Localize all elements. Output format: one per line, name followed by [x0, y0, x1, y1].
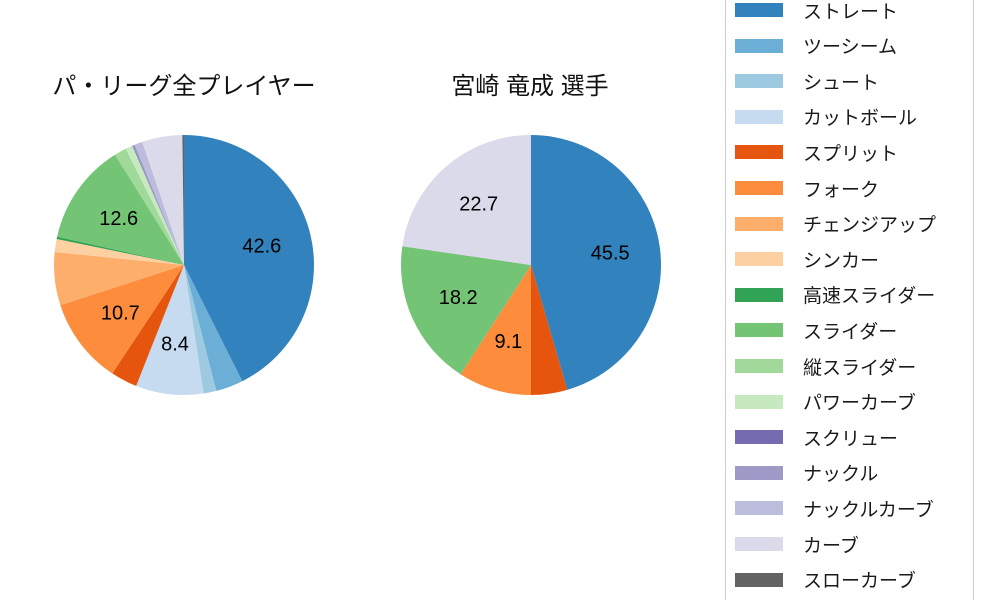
legend-item: 高速スライダー [726, 277, 973, 313]
legend-color-swatch [735, 323, 783, 338]
legend-color-swatch [735, 572, 783, 587]
legend-item: 縦スライダー [726, 348, 973, 384]
pie-slice [132, 145, 184, 265]
legend-color-swatch [735, 109, 783, 124]
legend-item: ナックルカーブ [726, 490, 973, 526]
pie-slice [115, 148, 184, 265]
pie-slice-label: 22.7 [459, 194, 498, 216]
legend-item: スライダー [726, 312, 973, 348]
pie-slice-label: 8.4 [161, 334, 189, 356]
pie-slice [184, 265, 217, 394]
legend-label: カットボール [803, 108, 918, 130]
legend-color-swatch [735, 359, 783, 373]
pitch-type-legend: ストレートツーシームシュートカットボール スプリットフォークチェンジアップ シンカー… [725, 0, 974, 600]
legend-color-swatch [735, 38, 783, 53]
legend-item: フォーク [726, 170, 973, 206]
pie-slice [57, 154, 184, 265]
legend-label: シュート [803, 72, 880, 94]
legend-label: スプリット [803, 143, 899, 165]
pie-left-title: パ・リーグ全プレイヤー [52, 73, 316, 100]
legend-item: シュート [726, 63, 973, 99]
pie-chart-pacific-league-all-players: 42.6 8.4 10.7 12.6 [54, 135, 315, 395]
legend-color-swatch [735, 501, 783, 516]
legend-color-swatch [735, 145, 783, 160]
legend-label: ツーシーム [803, 37, 898, 59]
legend-label: 縦スライダー [803, 357, 917, 379]
legend-color-swatch [735, 216, 783, 231]
legend-color-swatch [735, 252, 783, 267]
pie-slice [54, 251, 185, 306]
legend-item: ストレート [726, 0, 973, 28]
pie-chart-miyazaki-ryusei: 45.5 9.1 18.2 22.7 [401, 135, 662, 395]
pie-slice [56, 236, 185, 265]
legend-item: スローカーブ [726, 562, 973, 598]
pie-slice [60, 265, 184, 374]
legend-label: フォーク [803, 179, 880, 201]
legend-label: スローカーブ [803, 571, 916, 593]
pie-slice-label: 9.1 [494, 331, 522, 353]
pie-slice-label: 10.7 [101, 302, 140, 324]
legend-label: 高速スライダー [803, 286, 936, 308]
legend-label: チェンジアップ [803, 215, 937, 237]
legend-item: シンカー [726, 241, 973, 277]
legend-label: ナックルカーブ [803, 499, 934, 521]
legend-item: カットボール [726, 99, 973, 135]
legend-color-swatch [735, 394, 783, 409]
pie-slice [401, 246, 531, 375]
pie-slice [460, 265, 531, 395]
legend-label: カーブ [803, 535, 859, 557]
legend-color-swatch [735, 465, 783, 480]
pie-slice [54, 239, 184, 265]
pie-slice [133, 144, 184, 265]
legend-item: ツーシーム [726, 28, 973, 64]
legend-color-swatch [735, 3, 783, 17]
pie-slice-label: 18.2 [439, 287, 478, 309]
legend-label: ストレート [803, 1, 899, 23]
pie-slice-label: 45.5 [591, 243, 630, 265]
legend-label: シンカー [803, 250, 880, 272]
legend-color-swatch [735, 537, 783, 551]
legend-label: パワーカーブ [803, 393, 916, 415]
pie-slice [134, 141, 184, 265]
legend-item: カーブ [726, 526, 973, 562]
pie-slice [184, 135, 315, 382]
legend-label: スクリュー [803, 428, 899, 450]
legend-label: ナックル [803, 464, 879, 486]
pie-slice [184, 265, 243, 391]
legend-item: スプリット [726, 134, 973, 170]
legend-item: チェンジアップ [726, 206, 973, 242]
pie-slice [136, 265, 204, 395]
pie-slice-label: 42.6 [242, 236, 281, 258]
legend-color-swatch [735, 287, 783, 302]
legend-color-swatch [735, 74, 783, 89]
pie-slice-label: 12.6 [99, 208, 138, 230]
legend-color-swatch [735, 181, 783, 195]
pie-slice [402, 135, 531, 265]
pie-slice [531, 135, 662, 390]
pie-slice [112, 265, 184, 386]
legend-item: ナックル [726, 455, 973, 491]
pie-slice [531, 265, 568, 395]
pie-slice [142, 135, 184, 265]
legend-item: パワーカーブ [726, 384, 973, 420]
pie-right-title: 宮崎 竜成 選手 [451, 73, 609, 100]
legend-item: スクリュー [726, 419, 973, 455]
pie-slice [125, 145, 184, 265]
legend-color-swatch [735, 430, 783, 445]
pie-slice [182, 135, 184, 265]
legend-label: スライダー [803, 321, 898, 343]
